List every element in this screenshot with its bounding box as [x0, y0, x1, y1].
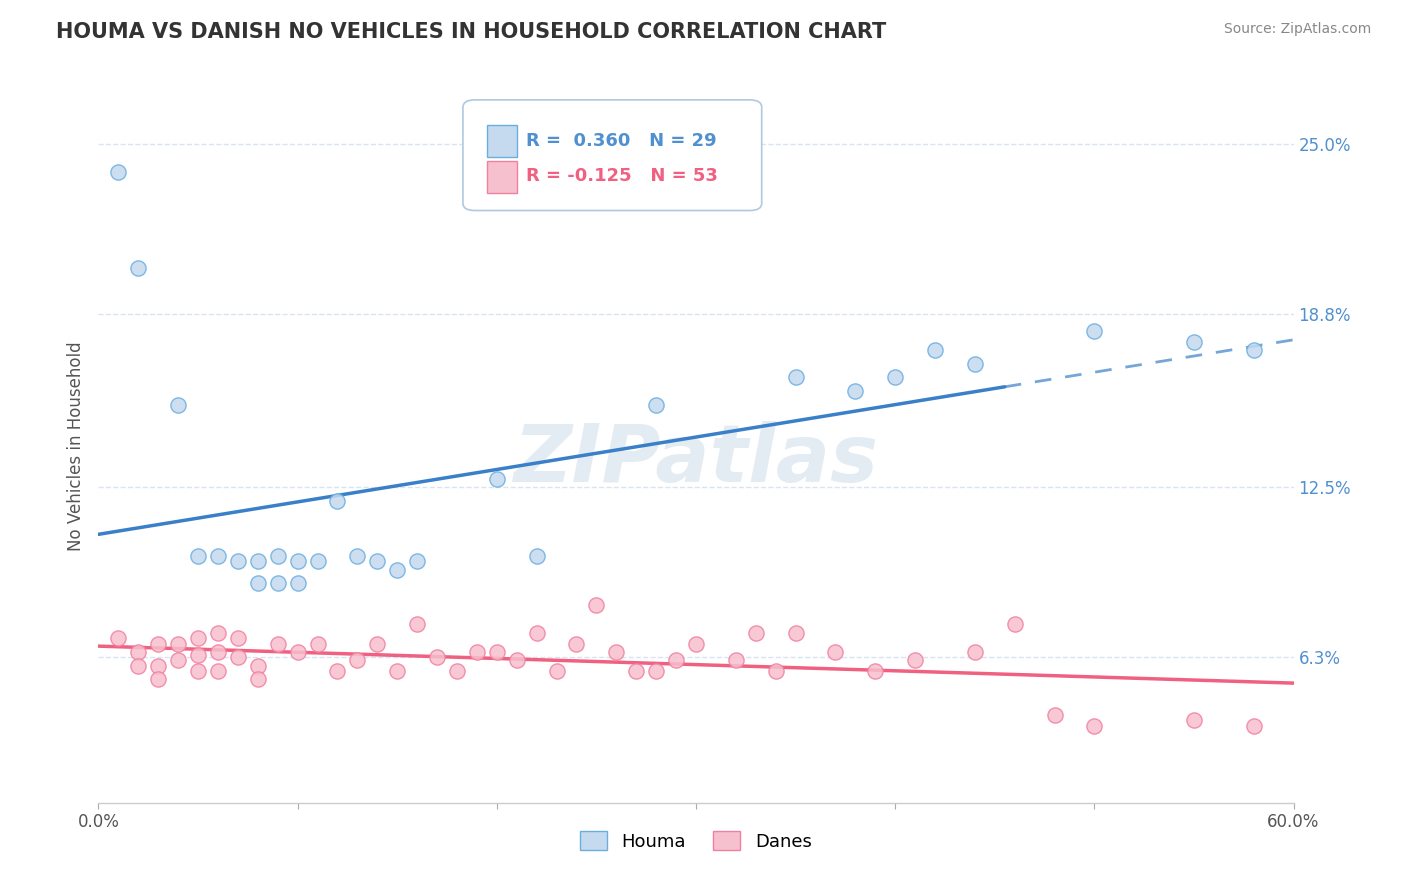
Point [167, 653, 190, 667]
Y-axis label: No Vehicles in Household: No Vehicles in Household [66, 341, 84, 551]
Text: R = -0.125   N = 53: R = -0.125 N = 53 [526, 168, 718, 186]
Text: Source: ZipAtlas.com: Source: ZipAtlas.com [1223, 22, 1371, 37]
Point [207, 664, 229, 678]
Point [406, 554, 429, 568]
Text: ZIPatlas: ZIPatlas [513, 421, 879, 500]
Point [287, 554, 309, 568]
Point [1182, 334, 1205, 349]
Point [963, 645, 986, 659]
Point [287, 576, 309, 591]
Point [187, 648, 209, 662]
Point [226, 650, 249, 665]
Point [963, 357, 986, 371]
Point [485, 472, 508, 486]
Point [785, 370, 807, 384]
Point [765, 664, 787, 678]
Point [207, 625, 229, 640]
Point [127, 260, 149, 275]
Point [904, 653, 927, 667]
Point [246, 673, 269, 687]
Point [824, 645, 846, 659]
Point [107, 164, 129, 178]
FancyBboxPatch shape [486, 125, 517, 157]
Point [148, 673, 170, 687]
Point [406, 617, 429, 632]
FancyBboxPatch shape [486, 161, 517, 193]
Point [267, 576, 290, 591]
Point [207, 549, 229, 563]
Point [307, 637, 329, 651]
Point [1083, 324, 1105, 338]
Point [645, 664, 668, 678]
Point [385, 664, 409, 678]
Point [844, 384, 866, 398]
Point [107, 631, 129, 645]
Point [865, 664, 887, 678]
Point [326, 494, 349, 508]
Point [246, 658, 269, 673]
Point [346, 653, 368, 667]
Point [148, 637, 170, 651]
Point [645, 398, 668, 412]
Point [326, 664, 349, 678]
Point [267, 549, 290, 563]
Point [127, 645, 149, 659]
Point [526, 549, 548, 563]
Point [366, 554, 388, 568]
Text: HOUMA VS DANISH NO VEHICLES IN HOUSEHOLD CORRELATION CHART: HOUMA VS DANISH NO VEHICLES IN HOUSEHOLD… [56, 22, 887, 42]
Point [465, 645, 488, 659]
Point [724, 653, 747, 667]
Point [1043, 708, 1066, 723]
Point [226, 554, 249, 568]
Point [785, 625, 807, 640]
Point [626, 664, 648, 678]
Point [346, 549, 368, 563]
Point [426, 650, 449, 665]
Point [924, 343, 946, 357]
Point [167, 398, 190, 412]
Point [187, 664, 209, 678]
Point [605, 645, 627, 659]
Text: R =  0.360   N = 29: R = 0.360 N = 29 [526, 132, 717, 150]
Point [685, 637, 707, 651]
Point [246, 576, 269, 591]
Point [745, 625, 768, 640]
Point [187, 549, 209, 563]
Point [127, 658, 149, 673]
Point [148, 658, 170, 673]
Point [226, 631, 249, 645]
Point [565, 637, 588, 651]
Point [546, 664, 568, 678]
Point [267, 637, 290, 651]
Point [366, 637, 388, 651]
Point [526, 625, 548, 640]
Point [1243, 343, 1265, 357]
Point [884, 370, 907, 384]
Point [665, 653, 688, 667]
Point [167, 637, 190, 651]
Point [246, 554, 269, 568]
Point [485, 645, 508, 659]
Point [446, 664, 468, 678]
Point [385, 562, 409, 576]
Point [207, 645, 229, 659]
Point [187, 631, 209, 645]
Point [307, 554, 329, 568]
Legend: Houma, Danes: Houma, Danes [574, 824, 818, 858]
Point [1004, 617, 1026, 632]
Point [506, 653, 529, 667]
Point [1243, 719, 1265, 733]
Point [585, 598, 607, 612]
Point [287, 645, 309, 659]
FancyBboxPatch shape [463, 100, 762, 211]
Point [1182, 714, 1205, 728]
Point [1083, 719, 1105, 733]
